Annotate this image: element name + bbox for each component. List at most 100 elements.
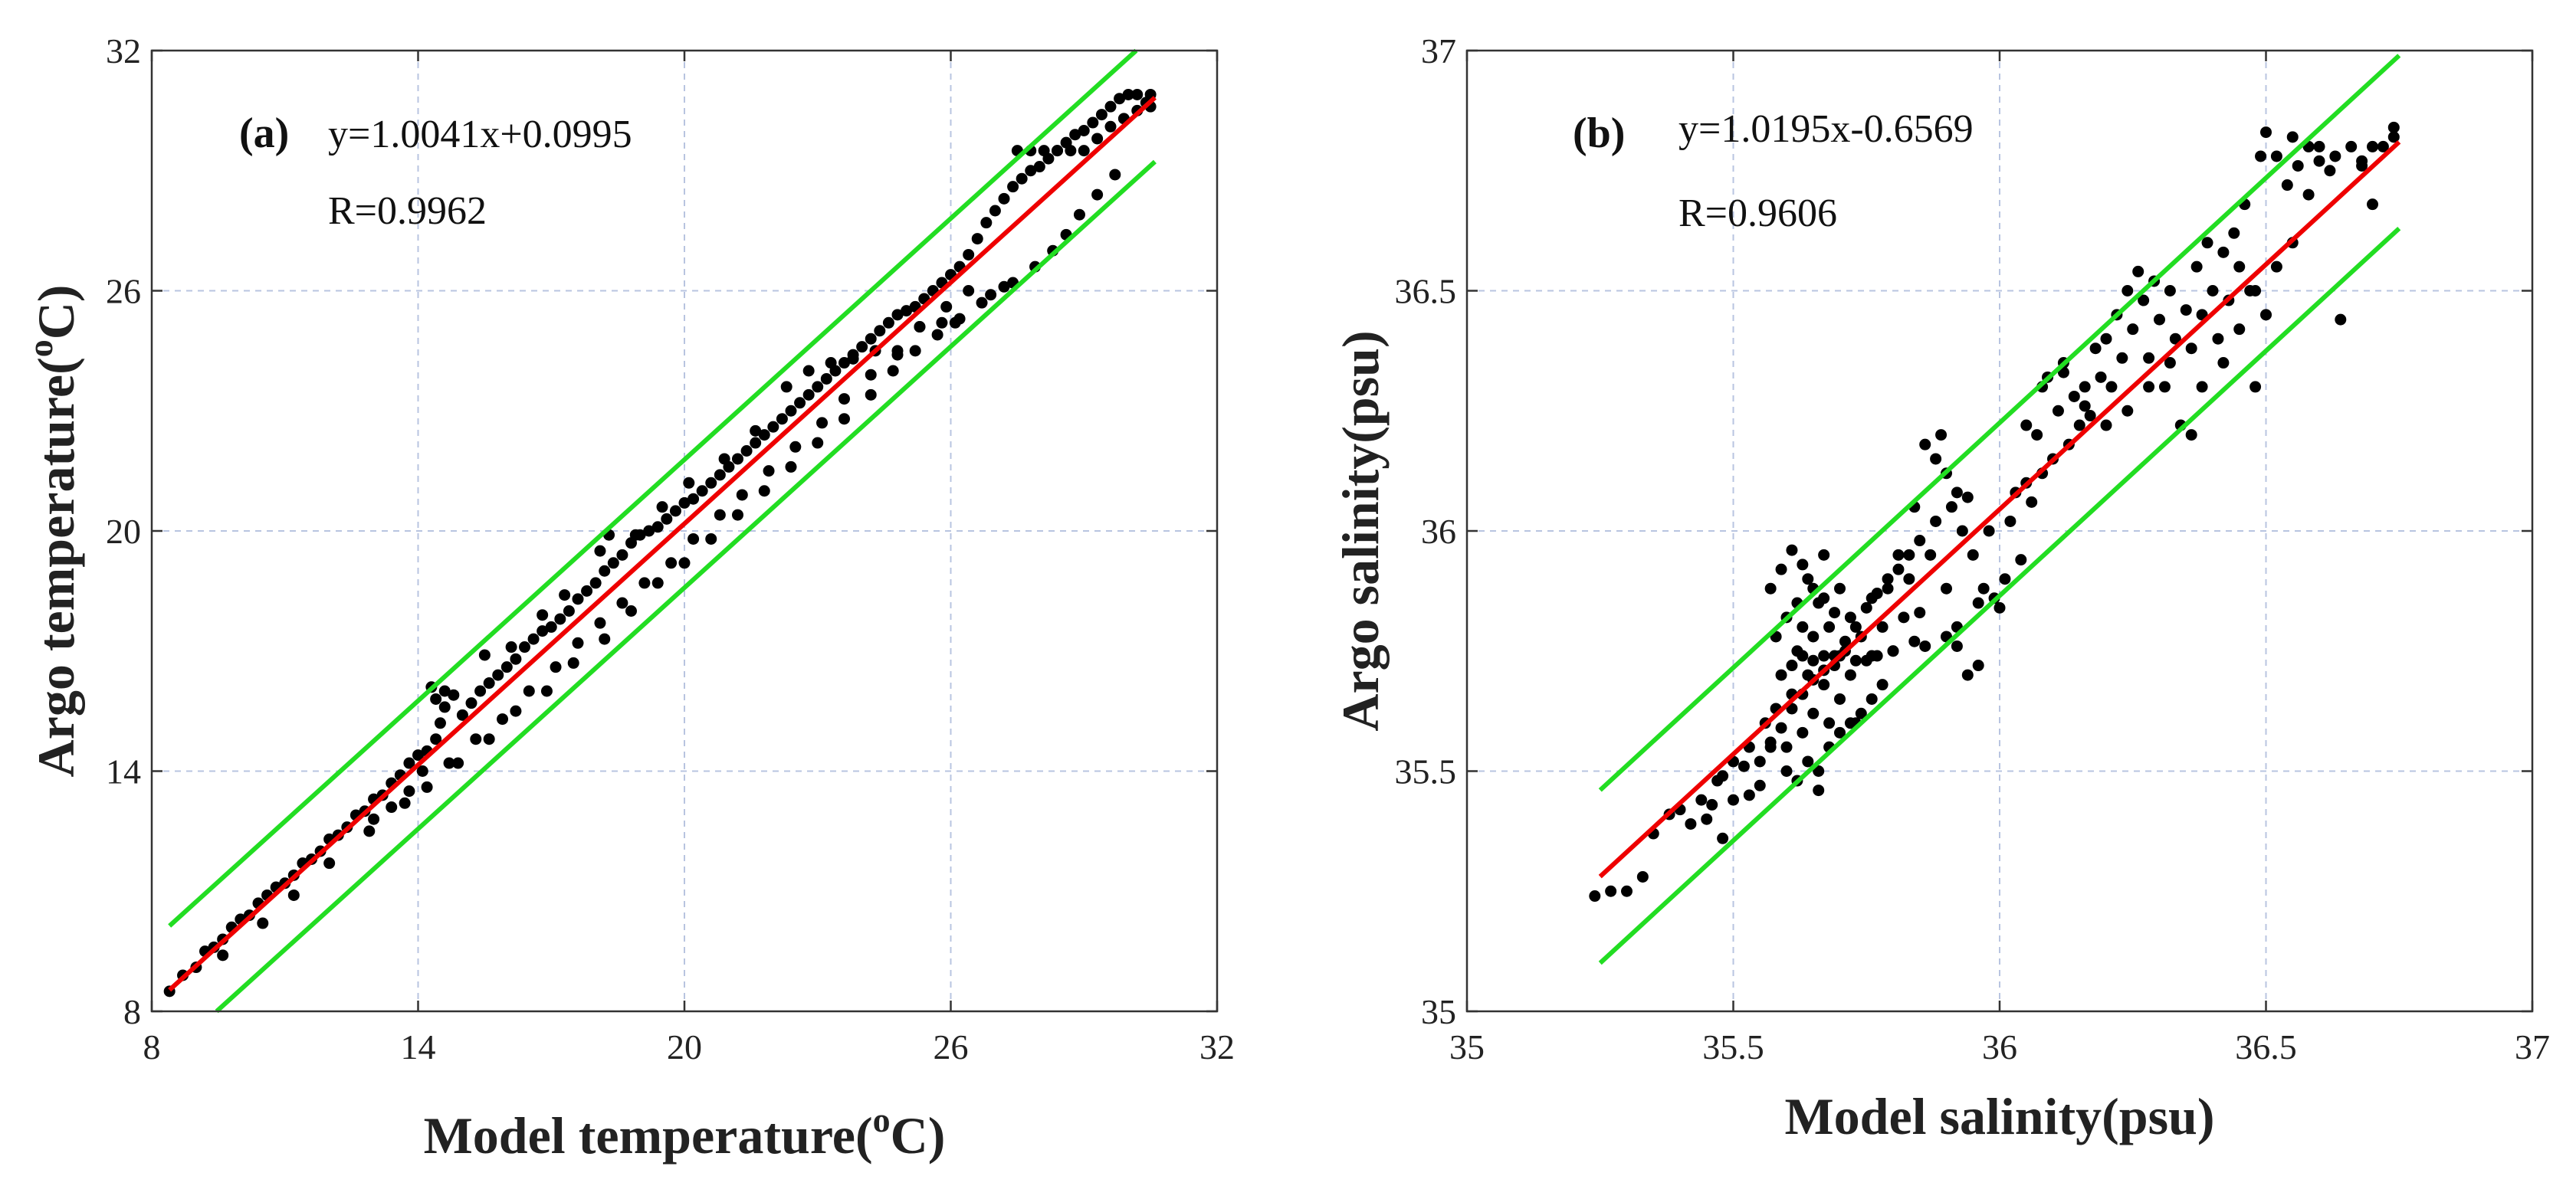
data-point-b (1844, 717, 1856, 729)
data-point-b (1780, 765, 1793, 777)
data-point-b (2201, 237, 2213, 249)
data-point-a (434, 717, 446, 729)
data-point-a (559, 589, 571, 601)
data-point-a (500, 661, 513, 673)
data-point-a (594, 617, 606, 629)
data-point-a (732, 509, 743, 521)
data-point-a (936, 316, 948, 329)
data-point-b (2387, 131, 2400, 143)
y-tick-label-a: 20 (106, 512, 141, 551)
data-point-a (599, 633, 611, 645)
data-point-b (1914, 535, 1926, 547)
data-point-b (1914, 607, 1926, 619)
data-point-a (789, 441, 802, 453)
data-point-b (1738, 760, 1750, 772)
x-tick-label-b: 37 (2515, 1027, 2550, 1066)
data-point-a (1069, 129, 1081, 141)
data-point-a (802, 388, 815, 401)
data-point-a (847, 352, 859, 365)
data-point-b (2073, 419, 2085, 431)
data-point-a (1052, 145, 1063, 157)
data-point-b (1951, 487, 1963, 499)
data-point-a (1109, 169, 1121, 181)
data-point-a (257, 917, 269, 929)
data-point-a (452, 757, 464, 769)
data-point-b (2004, 515, 2016, 527)
y-tick-label-b: 36 (1421, 512, 1456, 551)
data-point-b (2190, 260, 2203, 273)
data-point-a (976, 296, 988, 309)
data-point-a (656, 501, 668, 513)
data-point-a (940, 300, 953, 313)
data-point-a (785, 405, 797, 417)
lines-a (168, 48, 1157, 1014)
panel-b-salinity: 35 35.5 36 36.5 37 35 35.5 36 36.5 37 (b) y=1.019… (1331, 31, 2550, 1145)
data-point-a (865, 388, 877, 401)
data-point-b (1834, 693, 1846, 705)
data-point-b (1898, 611, 1910, 624)
data-point-b (2255, 150, 2267, 162)
data-point-a (1131, 88, 1144, 100)
data-point-a (523, 685, 535, 697)
data-point-b (1844, 611, 1856, 624)
y-axis-title-a-main: Argo temperature( (27, 357, 85, 777)
x-axis-title-a-end: C) (891, 1106, 946, 1165)
data-point-b (1994, 601, 2006, 614)
data-point-b (1797, 621, 1809, 633)
data-point-a (1065, 145, 1077, 157)
data-point-b (1802, 573, 1814, 585)
data-point-a (505, 641, 517, 654)
data-point-b (1967, 549, 1979, 561)
data-point-a (931, 329, 943, 341)
data-point-a (1016, 172, 1028, 185)
data-point-b (2122, 285, 2134, 296)
data-point-a (1025, 165, 1037, 177)
data-point-b (1728, 794, 1739, 806)
data-point-b (1818, 679, 1830, 691)
data-point-a (763, 465, 775, 477)
data-point-b (2185, 429, 2197, 441)
x-axis-title-a-sup: o (873, 1100, 891, 1139)
data-point-b (2249, 285, 2262, 296)
data-point-a (963, 248, 975, 260)
data-point-a (865, 333, 877, 345)
data-point-b (2089, 342, 2102, 355)
lower-band-line-a (215, 159, 1157, 1014)
data-point-a (651, 577, 664, 589)
data-point-a (767, 421, 779, 433)
data-point-a (438, 685, 451, 697)
data-point-b (2387, 121, 2400, 133)
data-point-b (2164, 357, 2176, 369)
data-point-b (1855, 707, 1867, 719)
y-axis-title-a-end: C) (27, 285, 85, 340)
data-point-a (705, 477, 717, 489)
x-tick-label-b: 36 (1982, 1027, 2017, 1066)
data-point-a (416, 765, 428, 777)
data-point-b (1919, 640, 1931, 652)
x-tick-label-b: 36.5 (2235, 1027, 2297, 1066)
y-tick-label-b: 37 (1421, 31, 1456, 70)
grid-b (1467, 51, 2532, 1011)
data-point-b (1636, 870, 1649, 883)
y-tick-label-b: 36.5 (1395, 272, 1457, 311)
data-point-a (540, 685, 553, 697)
data-point-b (2143, 352, 2155, 364)
data-point-a (838, 357, 850, 369)
data-point-b (2335, 313, 2347, 326)
r-value-b: R=0.9606 (1679, 192, 1837, 235)
data-point-b (1589, 890, 1601, 903)
data-point-b (1818, 650, 1830, 662)
data-point-b (1844, 669, 1856, 681)
data-point-a (1038, 145, 1050, 157)
data-point-a (465, 697, 477, 709)
data-point-a (567, 657, 579, 669)
data-point-a (527, 633, 540, 645)
data-point-a (780, 381, 792, 393)
data-point-b (1813, 765, 1825, 777)
data-point-a (838, 393, 850, 405)
data-point-b (2180, 304, 2192, 316)
data-point-b (1887, 645, 1899, 657)
data-point-a (1033, 161, 1045, 173)
data-point-a (403, 757, 415, 769)
data-point-b (1866, 650, 1878, 662)
